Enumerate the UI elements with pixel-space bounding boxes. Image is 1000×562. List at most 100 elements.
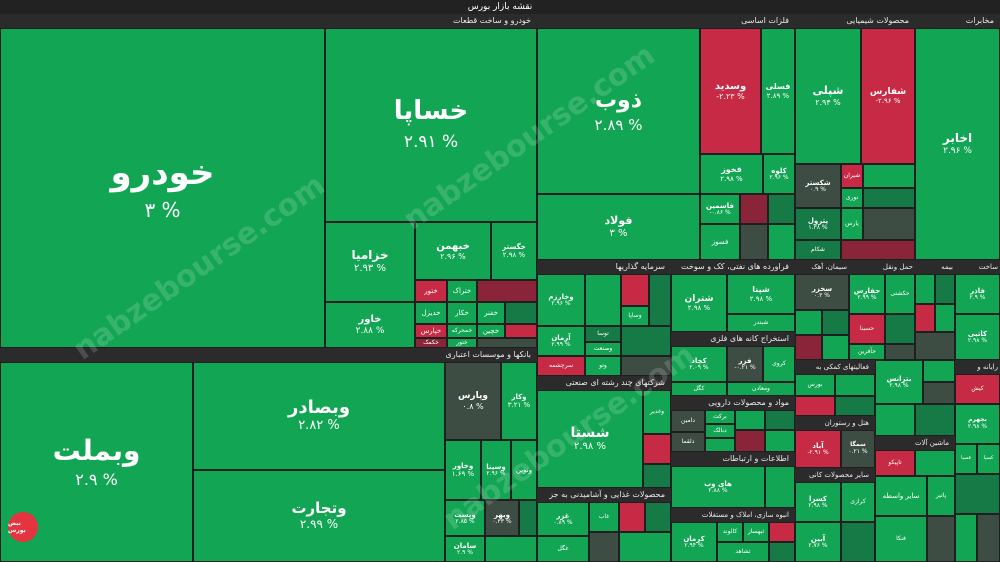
tile-invmisc4[interactable] [621,326,671,356]
tile-khkomak[interactable]: خکمک [415,338,447,348]
tile-valbo[interactable]: ثبهساز [743,522,769,542]
tile-chshina[interactable]: حکشتی [885,274,915,314]
tile-holmisc2[interactable] [643,464,671,488]
tile-shefars[interactable]: شفارس -۲.۹۶ % [861,28,915,164]
tile-bjahrom[interactable]: بجهرم ۲.۹۸ % [955,404,1000,444]
tile-cpmisc2[interactable] [955,514,977,562]
tile-ghazar[interactable]: غزر ۰.۸۹ % [537,502,589,536]
tile-trmisc2[interactable] [885,344,915,360]
tile-hami[interactable]: های وب ۲.۸۸ % [671,466,765,508]
tile-haqrin[interactable]: حآفرین [849,344,885,360]
tile-vpost[interactable]: وپست ۲.۸۵ % [445,500,485,536]
tile-foolad[interactable]: فولاد ۳ % [537,194,700,260]
tile-khkar[interactable]: خکار [447,302,477,324]
tile-vghadir[interactable]: وغدیر [643,390,671,434]
tile-fdmisc3[interactable] [589,532,619,562]
tile-dbarak[interactable]: دبالک [705,424,735,438]
tile-shepna[interactable]: شپنا ۲.۹۸ % [727,274,795,314]
tile-noori[interactable]: نوری [841,188,863,208]
tile-toosa[interactable]: توسا [585,326,621,342]
tile-vamin[interactable]: سامان ۲.۹ % [445,536,485,562]
tile-phmisc1[interactable] [735,410,765,430]
tile-mmisc2[interactable] [768,194,795,224]
tile-akhaber[interactable]: اخابر ۲.۹۶ % [915,28,1000,260]
tile-hasina[interactable]: حسینا [849,314,885,344]
tile-invmisc2[interactable] [621,274,649,306]
tile-khmisc1[interactable] [477,280,537,302]
tile-khchin[interactable]: خچین [477,324,505,338]
tile-abad[interactable]: آباد -۲.۹۱ % [795,430,841,468]
tile-vbsader[interactable]: وبصادر ۲.۸۲ % [193,362,445,470]
tile-spmisc2[interactable] [795,396,835,416]
tile-insmisc4[interactable] [935,304,955,332]
tile-fazar[interactable]: فزر -۰.۲۱ % [727,346,763,382]
tile-kaload[interactable]: کالوند [717,522,743,542]
tile-shepeli[interactable]: شپلی ۲.۹۴ % [795,28,861,164]
tile-khodro[interactable]: خودرو ۳ % [0,28,325,348]
tile-chmisc1[interactable] [863,164,915,188]
tile-phmisc3[interactable] [735,430,765,452]
tile-shiran[interactable]: شیران [841,164,863,188]
tile-insmisc2[interactable] [935,274,955,304]
tile-mmisc1[interactable] [740,194,768,224]
tile-vnovin[interactable]: ونوین [511,440,537,500]
tile-kgol[interactable]: کگل [671,382,727,396]
tile-petrol[interactable]: پترول ۱.۳۸ % [795,208,841,240]
tile-kroozi[interactable]: کروی [763,346,795,382]
tile-mmisc4[interactable] [768,224,795,260]
tile-khazamia[interactable]: خزامیا ۲.۹۳ % [325,222,415,302]
tile-khmisc2[interactable] [505,302,537,324]
tile-shasta[interactable]: شستا ۲.۹۸ % [537,390,643,488]
tile-msmisc2[interactable] [769,542,795,562]
tile-insmisc1[interactable] [915,274,935,304]
tile-vkar[interactable]: وکار ۳.۲۱ % [501,362,537,440]
tile-shkastar[interactable]: شکستر ۰.۹ % [795,164,841,208]
tile-dalqma[interactable]: دلقما [671,432,705,452]
tile-otmisc1[interactable] [927,516,955,562]
tile-khtoor2[interactable]: ختور [447,338,477,348]
tile-khdizl[interactable]: خدیزل [415,302,447,324]
tile-fdmisc1[interactable] [619,502,645,532]
tile-khpars[interactable]: خپارس [415,324,447,338]
tile-kchad[interactable]: کچاد ۲.۰۹ % [671,346,727,382]
tile-aran[interactable]: آرمان ۲.۹۹ % [537,326,585,356]
tile-krazi[interactable]: کرازی [841,482,875,522]
tile-patir[interactable]: پاتیر [927,476,955,516]
tile-khapa[interactable]: خساپا ۲.۹۱ % [325,28,537,222]
tile-fasami[interactable]: فسلی ۲.۸۹ % [761,28,795,154]
tile-ashad[interactable]: ثشاهد [717,542,769,562]
tile-bparas[interactable]: بترانس ۲.۹۸ % [875,360,923,404]
tile-shebandar[interactable]: شبندر [727,314,795,332]
tile-chmisc2[interactable] [863,188,915,208]
tile-barekat[interactable]: برکت [705,410,735,424]
tile-sarmaye[interactable]: سرچشمه [537,356,585,376]
tile-kaspa[interactable]: فسپا [955,444,977,474]
tile-khmisc3[interactable] [505,324,537,338]
tile-mrmisc2[interactable] [923,382,955,404]
tile-invmisc3[interactable] [649,274,671,326]
tile-khgostar[interactable]: خگستر ۲.۹۸ % [491,222,537,280]
tile-ghegol[interactable]: غگل [537,536,589,562]
tile-kaspa2[interactable]: کسپا [977,444,1000,474]
tile-cemmisc4[interactable] [822,335,849,360]
tile-cemmisc2[interactable] [822,310,849,335]
tile-kisa[interactable]: کسرا ۲.۹۸ % [795,482,841,522]
tile-phmisc4[interactable] [765,430,795,452]
tile-fdmisc2[interactable] [645,502,671,532]
tile-hafars[interactable]: حفارس ۲.۹۹ % [849,274,885,314]
tile-kalove[interactable]: کلوه ۲.۹۶ % [763,154,795,194]
tile-fkhooz[interactable]: فخوز ۲.۹۸ % [700,154,763,194]
tile-fdmisc4[interactable] [619,532,671,562]
tile-msmisc1[interactable] [769,522,795,542]
tile-vmisc2[interactable] [485,536,537,562]
tile-spmisc3[interactable] [835,396,875,416]
tile-vsanat[interactable]: وصنعت [585,342,621,356]
tile-vsapa[interactable]: وساپا [621,306,649,326]
tile-katbi[interactable]: کاتبی ۲.۹۸ % [955,314,1000,360]
tile-kerman[interactable]: کرمان ۲.۹۴ % [671,522,717,562]
tile-vpars[interactable]: وپارس ۰.۸ % [445,362,501,440]
tile-vbahr[interactable]: وبهر ۰.۳۳ % [485,500,519,536]
tile-mcmisc1[interactable] [915,450,955,476]
tile-zob[interactable]: ذوب ۲.۸۹ % [537,28,700,194]
tile-khbahman[interactable]: خبهمن ۲.۹۶ % [415,222,491,280]
